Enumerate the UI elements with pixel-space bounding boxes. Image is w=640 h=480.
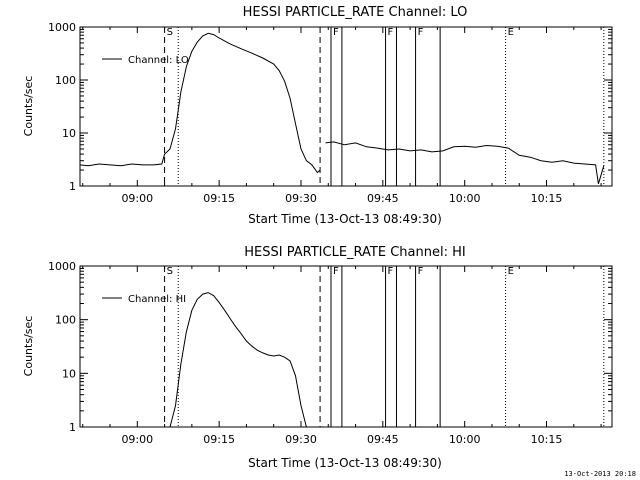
marker-label: F: [418, 266, 424, 277]
y-tick-label: 1: [69, 421, 76, 434]
x-tick-label: 09:30: [285, 433, 317, 446]
series-group: [169, 292, 307, 428]
y-tick-label: 10: [62, 367, 76, 380]
plot-frame: [79, 265, 613, 428]
y-axis-label: Counts/sec: [22, 316, 35, 377]
x-tick-label: 09:45: [367, 433, 399, 446]
x-tick-label: 09:00: [121, 192, 153, 205]
legend: Channel: HI: [102, 294, 186, 305]
legend-label: Channel: HI: [128, 294, 186, 305]
panel-title: HESSI PARTICLE_RATE Channel: LO: [243, 5, 468, 20]
series-line: [169, 292, 307, 428]
marker-label: E: [508, 27, 514, 38]
y-tick-label: 1: [69, 180, 76, 193]
x-tick-label: 09:45: [367, 192, 399, 205]
x-axis-label: Start Time (13-Oct-13 08:49:30): [248, 456, 442, 470]
y-axis-label: Counts/sec: [22, 76, 35, 137]
footer-timestamp: 13-Oct-2013 20:18: [564, 470, 636, 478]
x-axis-label: Start Time (13-Oct-13 08:49:30): [248, 212, 442, 226]
series-line: [79, 32, 321, 174]
x-tick-label: 09:30: [285, 192, 317, 205]
plot-frame: [79, 26, 613, 187]
x-tick-label: 10:15: [531, 433, 563, 446]
x-tick-label: 09:15: [203, 192, 235, 205]
y-tick-label: 1000: [48, 21, 76, 34]
panel-title: HESSI PARTICLE_RATE Channel: HI: [244, 245, 465, 260]
marker-label: F: [388, 266, 394, 277]
panel-lo: HESSI PARTICLE_RATE Channel: LO Counts/s…: [22, 5, 613, 226]
panel-hi: HESSI PARTICLE_RATE Channel: HI Counts/s…: [22, 245, 613, 470]
y-tick-label: 1000: [48, 260, 76, 273]
marker-label: S: [167, 27, 173, 38]
x-tick-label: 10:15: [531, 192, 563, 205]
legend-label: Channel: LO: [128, 55, 189, 66]
series-group: [79, 32, 605, 184]
marker-label: S: [167, 266, 173, 277]
y-tick-label: 100: [55, 74, 76, 87]
marker-label: E: [508, 266, 514, 277]
x-tick-label: 10:00: [449, 433, 481, 446]
marker-label: F: [333, 27, 339, 38]
marker-label: F: [418, 27, 424, 38]
x-tick-label: 09:00: [121, 433, 153, 446]
marker-label: F: [333, 266, 339, 277]
axis-ticks: 09:00 09:15 09:30 09:45 10:00 10:15 1 10 100 1000: [48, 21, 612, 205]
marker-label: F: [388, 27, 394, 38]
legend: Channel: LO: [102, 55, 189, 66]
axis-ticks: 09:00 09:15 09:30 09:45 10:00 10:15 1 10 100 1000: [48, 260, 612, 446]
y-tick-label: 100: [55, 314, 76, 327]
x-tick-label: 10:00: [449, 192, 481, 205]
series-line: [325, 141, 605, 184]
y-tick-label: 10: [62, 127, 76, 140]
x-tick-label: 09:15: [203, 433, 235, 446]
